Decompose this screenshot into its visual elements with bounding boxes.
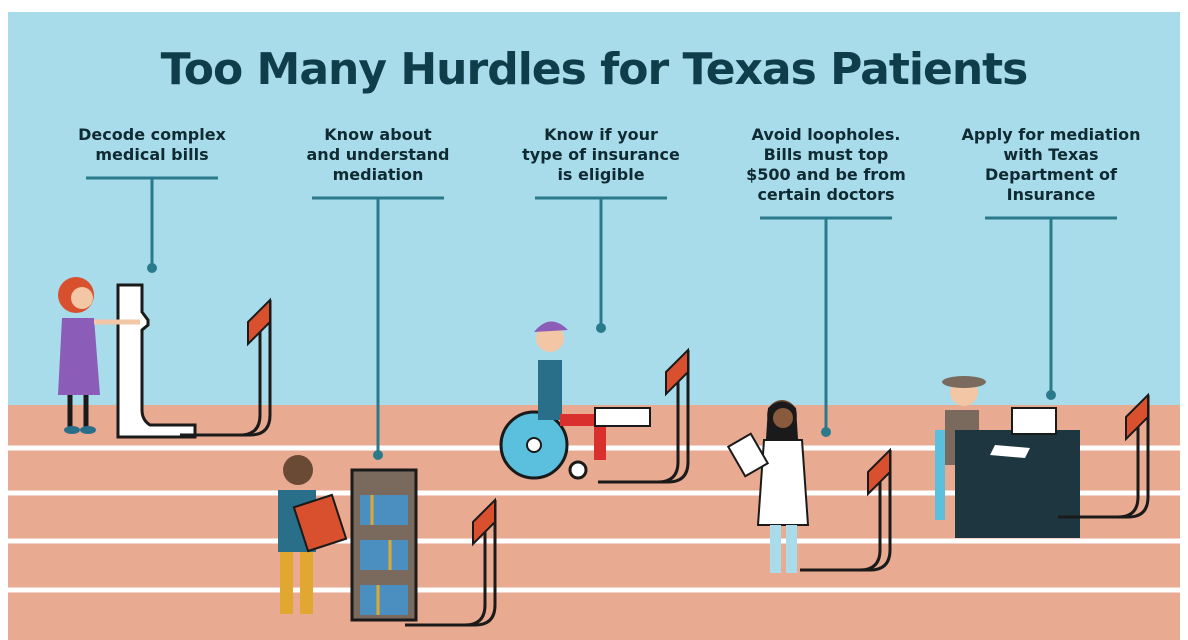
hurdle-flag [247, 297, 271, 347]
hurdle-flag [665, 347, 689, 397]
hurdle [1058, 405, 1140, 519]
hurdle [180, 310, 262, 437]
connector-dot [1046, 390, 1056, 400]
sky [8, 12, 1180, 407]
hurdle-label: Decode complex [78, 125, 226, 144]
hurdle-label: Department of [985, 165, 1118, 184]
hurdle [800, 460, 882, 572]
hurdle-label: Know about [324, 125, 432, 144]
hurdle-label: Insurance [1007, 185, 1096, 204]
figure-wheelchair [499, 321, 651, 480]
hurdle-label: is eligible [557, 165, 644, 184]
hurdle-label: and understand [307, 145, 450, 164]
figure-woman [58, 277, 197, 439]
connector-dot [821, 427, 831, 437]
figure-man-bookshelf [278, 455, 418, 622]
hurdle-flag [472, 497, 496, 547]
hurdle-flag [1125, 392, 1149, 442]
hurdle-label: $500 and be from [746, 165, 906, 184]
figure-desk [935, 376, 1080, 538]
connector-dot [596, 323, 606, 333]
hurdle [608, 350, 690, 484]
hurdle-flag [867, 447, 891, 497]
hurdle-label: medical bills [95, 145, 208, 164]
title: Too Many Hurdles for Texas Patients [161, 44, 1028, 95]
connector-dot [373, 450, 383, 460]
figure-doctor [726, 400, 810, 573]
hurdle-label: Apply for mediation [962, 125, 1141, 144]
hurdle-label: Avoid loopholes. [752, 125, 901, 144]
hurdle [190, 300, 272, 437]
hurdle [1068, 395, 1150, 519]
hurdle [598, 360, 680, 484]
hurdle-label: mediation [333, 165, 424, 184]
connector-dot [147, 263, 157, 273]
hurdle [405, 510, 487, 627]
hurdle-label: Bills must top [764, 145, 889, 164]
hurdle-label: Know if your [544, 125, 658, 144]
hurdle [810, 450, 892, 572]
hurdle-label: certain doctors [757, 185, 894, 204]
hurdle [415, 500, 497, 627]
hurdle-label: type of insurance [522, 145, 680, 164]
hurdle-label: with Texas [1003, 145, 1098, 164]
